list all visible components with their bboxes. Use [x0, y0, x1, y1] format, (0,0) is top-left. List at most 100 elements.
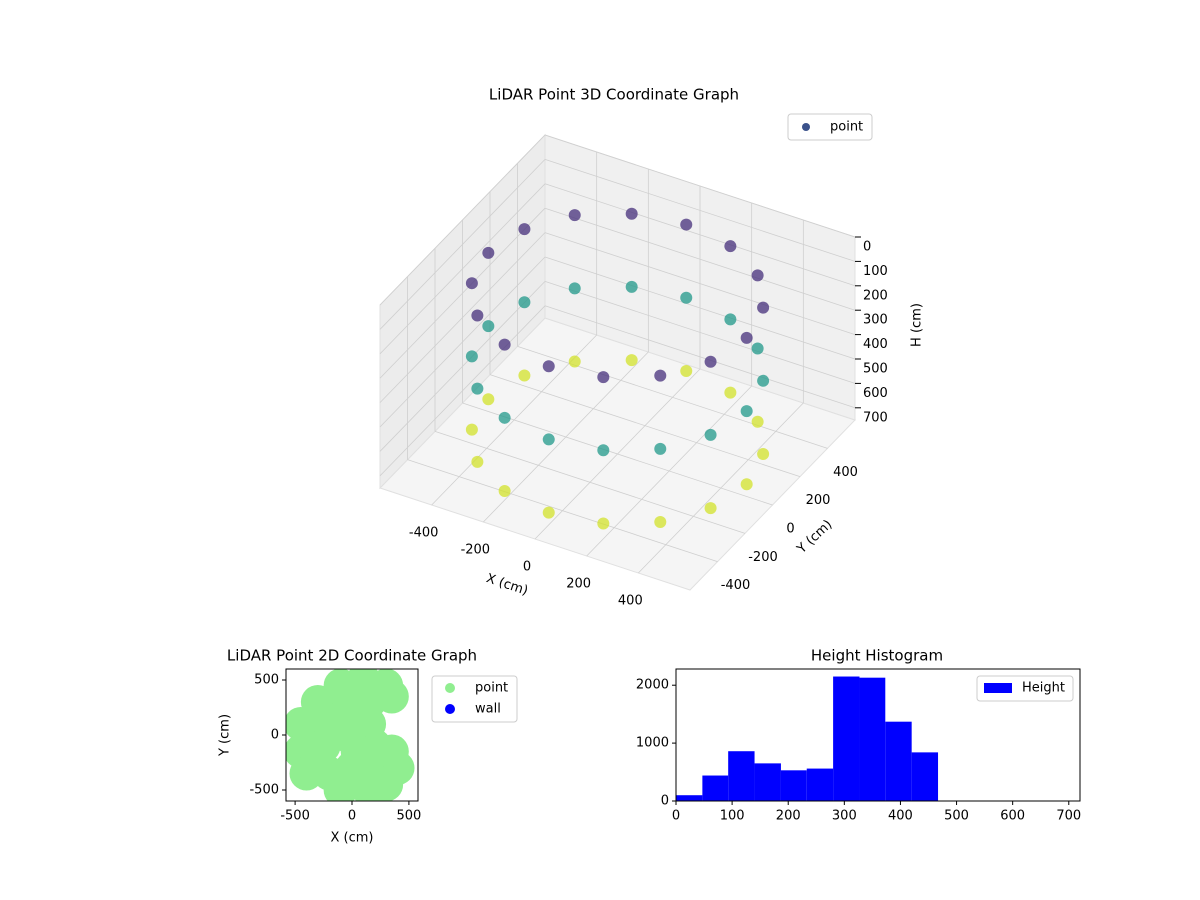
grid-line [379, 159, 546, 330]
legend-box [431, 675, 518, 723]
grid-line [544, 183, 856, 287]
y-tick-label: 0 [661, 794, 669, 809]
z-tick-label: 200 [863, 288, 888, 303]
x-tick-label: 200 [566, 577, 591, 592]
point [340, 734, 375, 769]
point [680, 218, 693, 231]
point [568, 282, 581, 295]
point [654, 442, 667, 455]
axes-frame [675, 668, 1081, 802]
point [704, 428, 717, 441]
x-tick-label: 100 [720, 809, 745, 824]
bar [754, 763, 781, 801]
x-tick-label: 600 [1000, 809, 1025, 824]
point [654, 369, 667, 382]
grid-line [544, 232, 856, 335]
legend-box [787, 113, 873, 141]
point [625, 207, 638, 220]
grid-line [434, 430, 746, 534]
point [597, 444, 610, 457]
point [597, 371, 610, 384]
point [482, 246, 495, 259]
z-tick-label: 500 [863, 362, 888, 377]
point [724, 386, 737, 399]
x-tick-label: 700 [1056, 809, 1081, 824]
point [704, 502, 717, 515]
z-tick-label: 300 [863, 313, 888, 328]
grid-line [379, 183, 546, 355]
grid-line [489, 374, 801, 478]
point [597, 517, 610, 530]
point [740, 331, 753, 344]
grid-line [544, 207, 856, 311]
point [482, 393, 495, 406]
x-tick-label: 300 [832, 809, 857, 824]
x-tick-label: -400 [409, 526, 439, 541]
point [680, 364, 693, 377]
points [286, 669, 415, 801]
point [518, 369, 531, 382]
x-tick-label: -200 [461, 543, 491, 558]
z-tick-label: 400 [863, 337, 888, 352]
legend-marker [445, 704, 455, 714]
grid-line [462, 402, 773, 506]
z-axis-label: H (cm) [910, 303, 925, 347]
grid-line [544, 134, 856, 238]
point [518, 296, 531, 309]
point [498, 411, 511, 424]
x-tick-label: 500 [396, 809, 421, 824]
point [374, 734, 409, 769]
point [542, 506, 555, 519]
legend-marker [445, 683, 455, 693]
x-axis-label: X (cm) [331, 831, 374, 846]
grid-line [544, 281, 856, 384]
point [471, 382, 484, 395]
legend-label: Height [1022, 681, 1065, 696]
grid-line [379, 134, 546, 306]
bar [728, 751, 755, 801]
point [625, 280, 638, 293]
chart-title: Height Histogram [811, 647, 943, 665]
point [568, 355, 581, 368]
y-tick-label: -200 [748, 550, 778, 565]
bar [676, 795, 703, 801]
point [323, 773, 358, 801]
point [518, 223, 531, 236]
chart-title: LiDAR Point 2D Coordinate Graph [227, 647, 477, 665]
grid-line [544, 159, 856, 262]
x-tick-label: 0 [672, 809, 680, 824]
grid-line [407, 459, 718, 563]
legend-label: wall [475, 702, 501, 717]
x-tick-label: 400 [888, 809, 913, 824]
x-tick-label: 400 [618, 594, 643, 609]
legend-marker [802, 123, 810, 131]
point [625, 354, 638, 367]
y-axis-label: Y (cm) [218, 714, 233, 757]
point [740, 478, 753, 491]
x-tick-label: 0 [348, 809, 356, 824]
y-tick-label: -500 [249, 783, 279, 798]
point [542, 433, 555, 446]
point [724, 313, 737, 326]
grid-line [544, 305, 856, 409]
legend-label: point [830, 120, 863, 135]
y-tick-label: 0 [271, 728, 279, 743]
y-tick-label: 500 [254, 673, 279, 688]
x-tick-label: 200 [776, 809, 801, 824]
grid-line [379, 232, 546, 403]
point [757, 374, 770, 387]
bar [885, 721, 912, 801]
grid-line [544, 256, 856, 360]
point [369, 767, 404, 801]
legend-label: point [475, 681, 508, 696]
grid-line [379, 281, 546, 452]
chart-title: LiDAR Point 3D Coordinate Graph [489, 86, 739, 104]
grid-line [379, 207, 546, 379]
legend-box [976, 675, 1074, 702]
point [751, 342, 764, 355]
point [498, 485, 511, 498]
bar [833, 676, 860, 801]
legend-marker [984, 683, 1012, 693]
point [757, 448, 770, 461]
